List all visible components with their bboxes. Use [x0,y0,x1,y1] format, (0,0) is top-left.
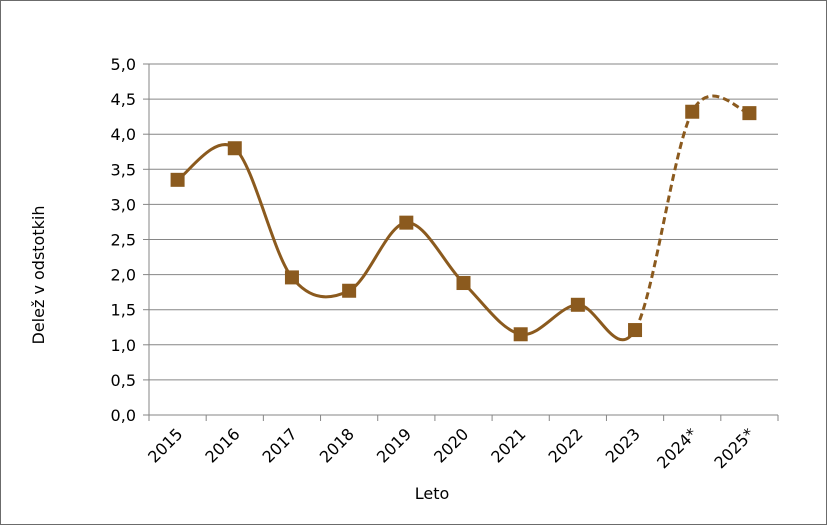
x-tick-label: 2024* [653,424,701,472]
y-tick-label: 4,5 [111,90,136,109]
x-tick-label: 2019 [373,424,415,466]
x-tick-label: 2022 [544,424,586,466]
data-point-marker [399,215,414,230]
series-lines [176,94,750,342]
x-tick-label: 2021 [487,424,529,466]
x-tick-label: 2018 [316,424,358,466]
data-point-marker [742,106,757,121]
y-tick-label: 4,0 [111,125,136,144]
y-tick-label: 0,5 [111,371,136,390]
x-tick-label: 2025* [710,424,758,472]
x-axis-title: Leto [415,484,450,503]
y-axis-title: Delež v odstotkih [29,206,48,345]
data-point-marker [513,327,528,342]
data-point-marker [227,141,242,156]
data-point-marker [685,104,700,119]
y-tick-label: 2,0 [111,266,136,285]
y-tick-label: 3,0 [111,195,136,214]
y-tick-label: 3,5 [111,160,136,179]
axes [143,63,779,421]
data-point-marker [570,297,585,312]
y-tick-label: 1,5 [111,301,136,320]
data-point-marker [628,323,643,338]
x-tick-label: 2020 [430,424,472,466]
y-tick-label: 1,0 [111,336,136,355]
series-markers [170,104,757,342]
data-point-marker [342,283,357,298]
data-point-marker [456,276,471,291]
data-point-marker [170,172,185,187]
x-tick-labels: 2015 2016 2017 2018 2019 2020 2021 2022 2023 2024… [144,424,758,472]
series-line-actual [176,143,637,342]
y-tick-label: 5,0 [111,55,136,74]
y-tick-label: 0,0 [111,406,136,425]
y-tick-labels: 0,0 0,5 1,0 1,5 2,0 2,5 3,0 3,5 4,0 4,5 5,0 [111,55,136,425]
x-tick-label: 2016 [201,424,243,466]
x-tick-label: 2017 [259,424,301,466]
y-tick-label: 2,5 [111,231,136,250]
x-tick-label: 2015 [144,424,186,466]
gridlines [149,63,778,381]
series-line-forecast [633,94,750,331]
data-point-marker [284,270,299,285]
x-tick-label: 2023 [602,424,644,466]
